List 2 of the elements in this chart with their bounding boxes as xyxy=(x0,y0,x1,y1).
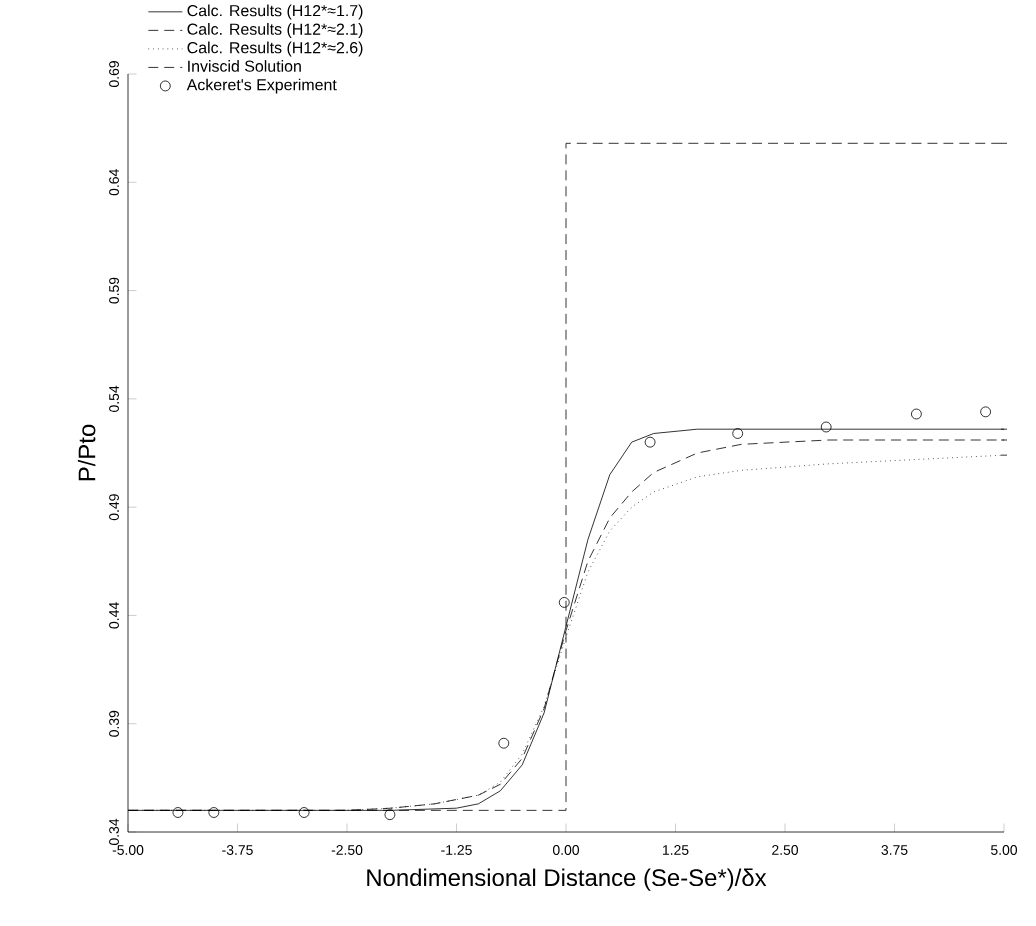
x-axis-title: Nondimensional Distance (Se-Se*)/δx xyxy=(367,868,767,891)
y-axis-title: P/Pto xyxy=(77,424,96,481)
